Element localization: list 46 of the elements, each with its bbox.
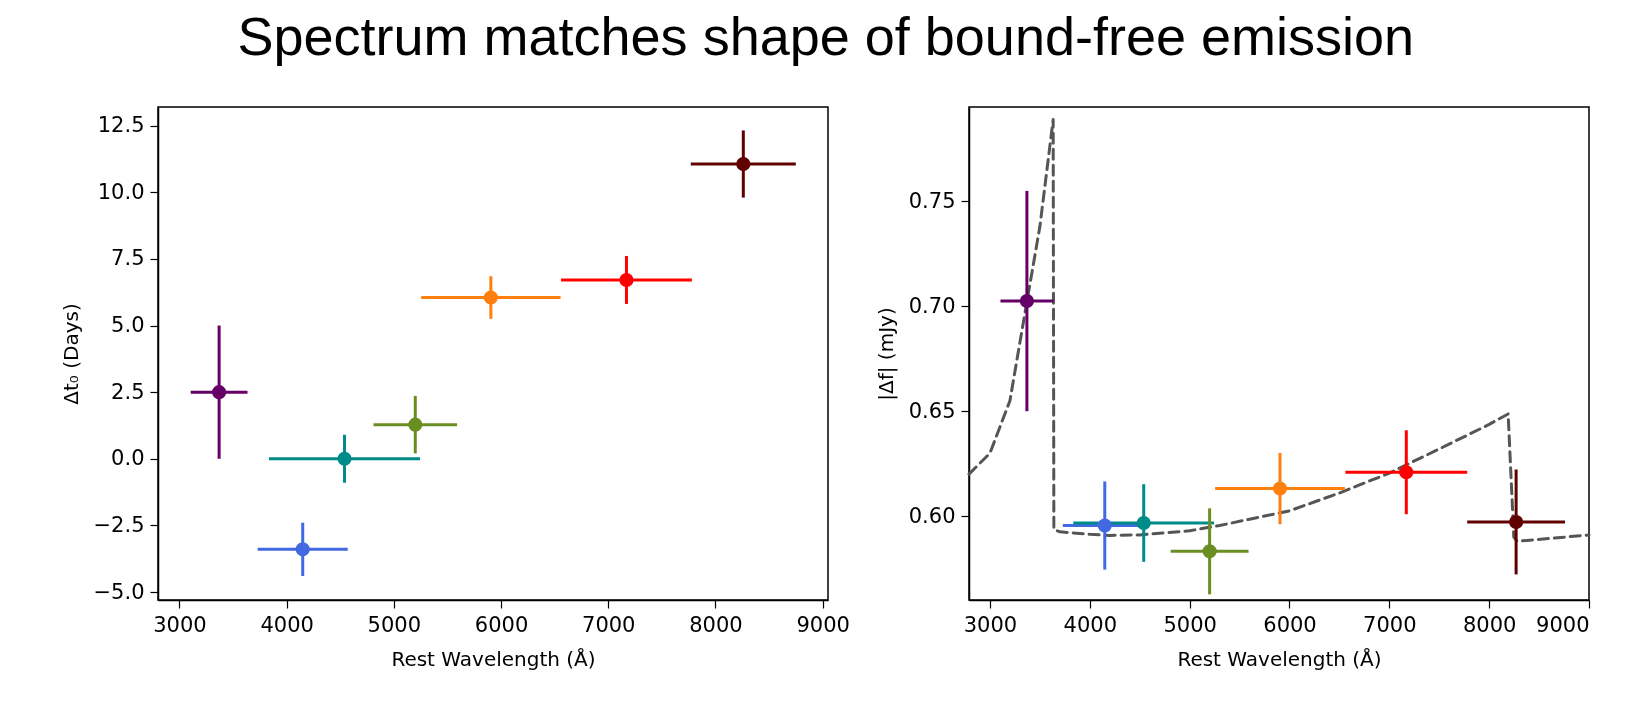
y-tick-label: 12.5 — [97, 113, 145, 138]
point — [1272, 481, 1288, 496]
y-tick-label: 0.65 — [908, 398, 956, 423]
x-tick-label: 3000 — [153, 612, 207, 637]
point — [1097, 518, 1112, 533]
point — [1399, 465, 1414, 480]
point — [736, 156, 751, 172]
point — [408, 417, 423, 432]
x-tick-label: 4000 — [260, 612, 314, 637]
point — [212, 385, 227, 400]
point — [1509, 514, 1524, 530]
x-tick-label: 5000 — [367, 612, 422, 637]
x-tick-label: 8000 — [689, 612, 743, 637]
y-axis-title: Δt₀ (Days) — [58, 303, 83, 405]
point — [295, 542, 310, 557]
x-tick-label: 7000 — [582, 612, 636, 637]
point — [483, 290, 498, 305]
y-tick-label: 0.60 — [908, 503, 956, 528]
x-tick-label: 4000 — [1063, 612, 1118, 637]
x-tick-label: 9000 — [1536, 612, 1590, 637]
x-tick-label: 8000 — [1462, 612, 1517, 637]
x-axis-title: Rest Wavelength (Å) — [391, 646, 596, 671]
x-tick-label: 5000 — [1163, 612, 1217, 637]
x-tick-label: 3000 — [963, 612, 1018, 637]
x-axis-title: Rest Wavelength (Å) — [1177, 646, 1382, 671]
y-tick-label: −5.0 — [93, 579, 145, 604]
chart-title: Spectrum matches shape of bound-free emission — [237, 6, 1415, 67]
y-tick-label: 7.5 — [111, 246, 145, 271]
y-tick-label: 0.75 — [908, 188, 956, 213]
point — [1202, 544, 1217, 559]
y-tick-label: 0.70 — [908, 293, 956, 318]
y-tick-label: 10.0 — [97, 179, 145, 204]
x-tick-label: 7000 — [1363, 612, 1417, 637]
y-tick-label: 5.0 — [111, 313, 145, 338]
y-tick-label: 2.5 — [111, 379, 145, 404]
x-tick-label: 6000 — [1263, 612, 1317, 637]
point — [1019, 294, 1034, 309]
x-tick-label: 9000 — [796, 612, 850, 637]
point — [619, 272, 634, 288]
y-axis-title: |Δf| (mJy) — [873, 307, 898, 401]
y-tick-label: −2.5 — [93, 512, 145, 537]
point — [337, 451, 352, 466]
line-series — [967, 118, 1591, 543]
point — [1136, 515, 1151, 531]
y-tick-label: 0.0 — [111, 446, 145, 471]
x-tick-label: 6000 — [474, 612, 529, 637]
